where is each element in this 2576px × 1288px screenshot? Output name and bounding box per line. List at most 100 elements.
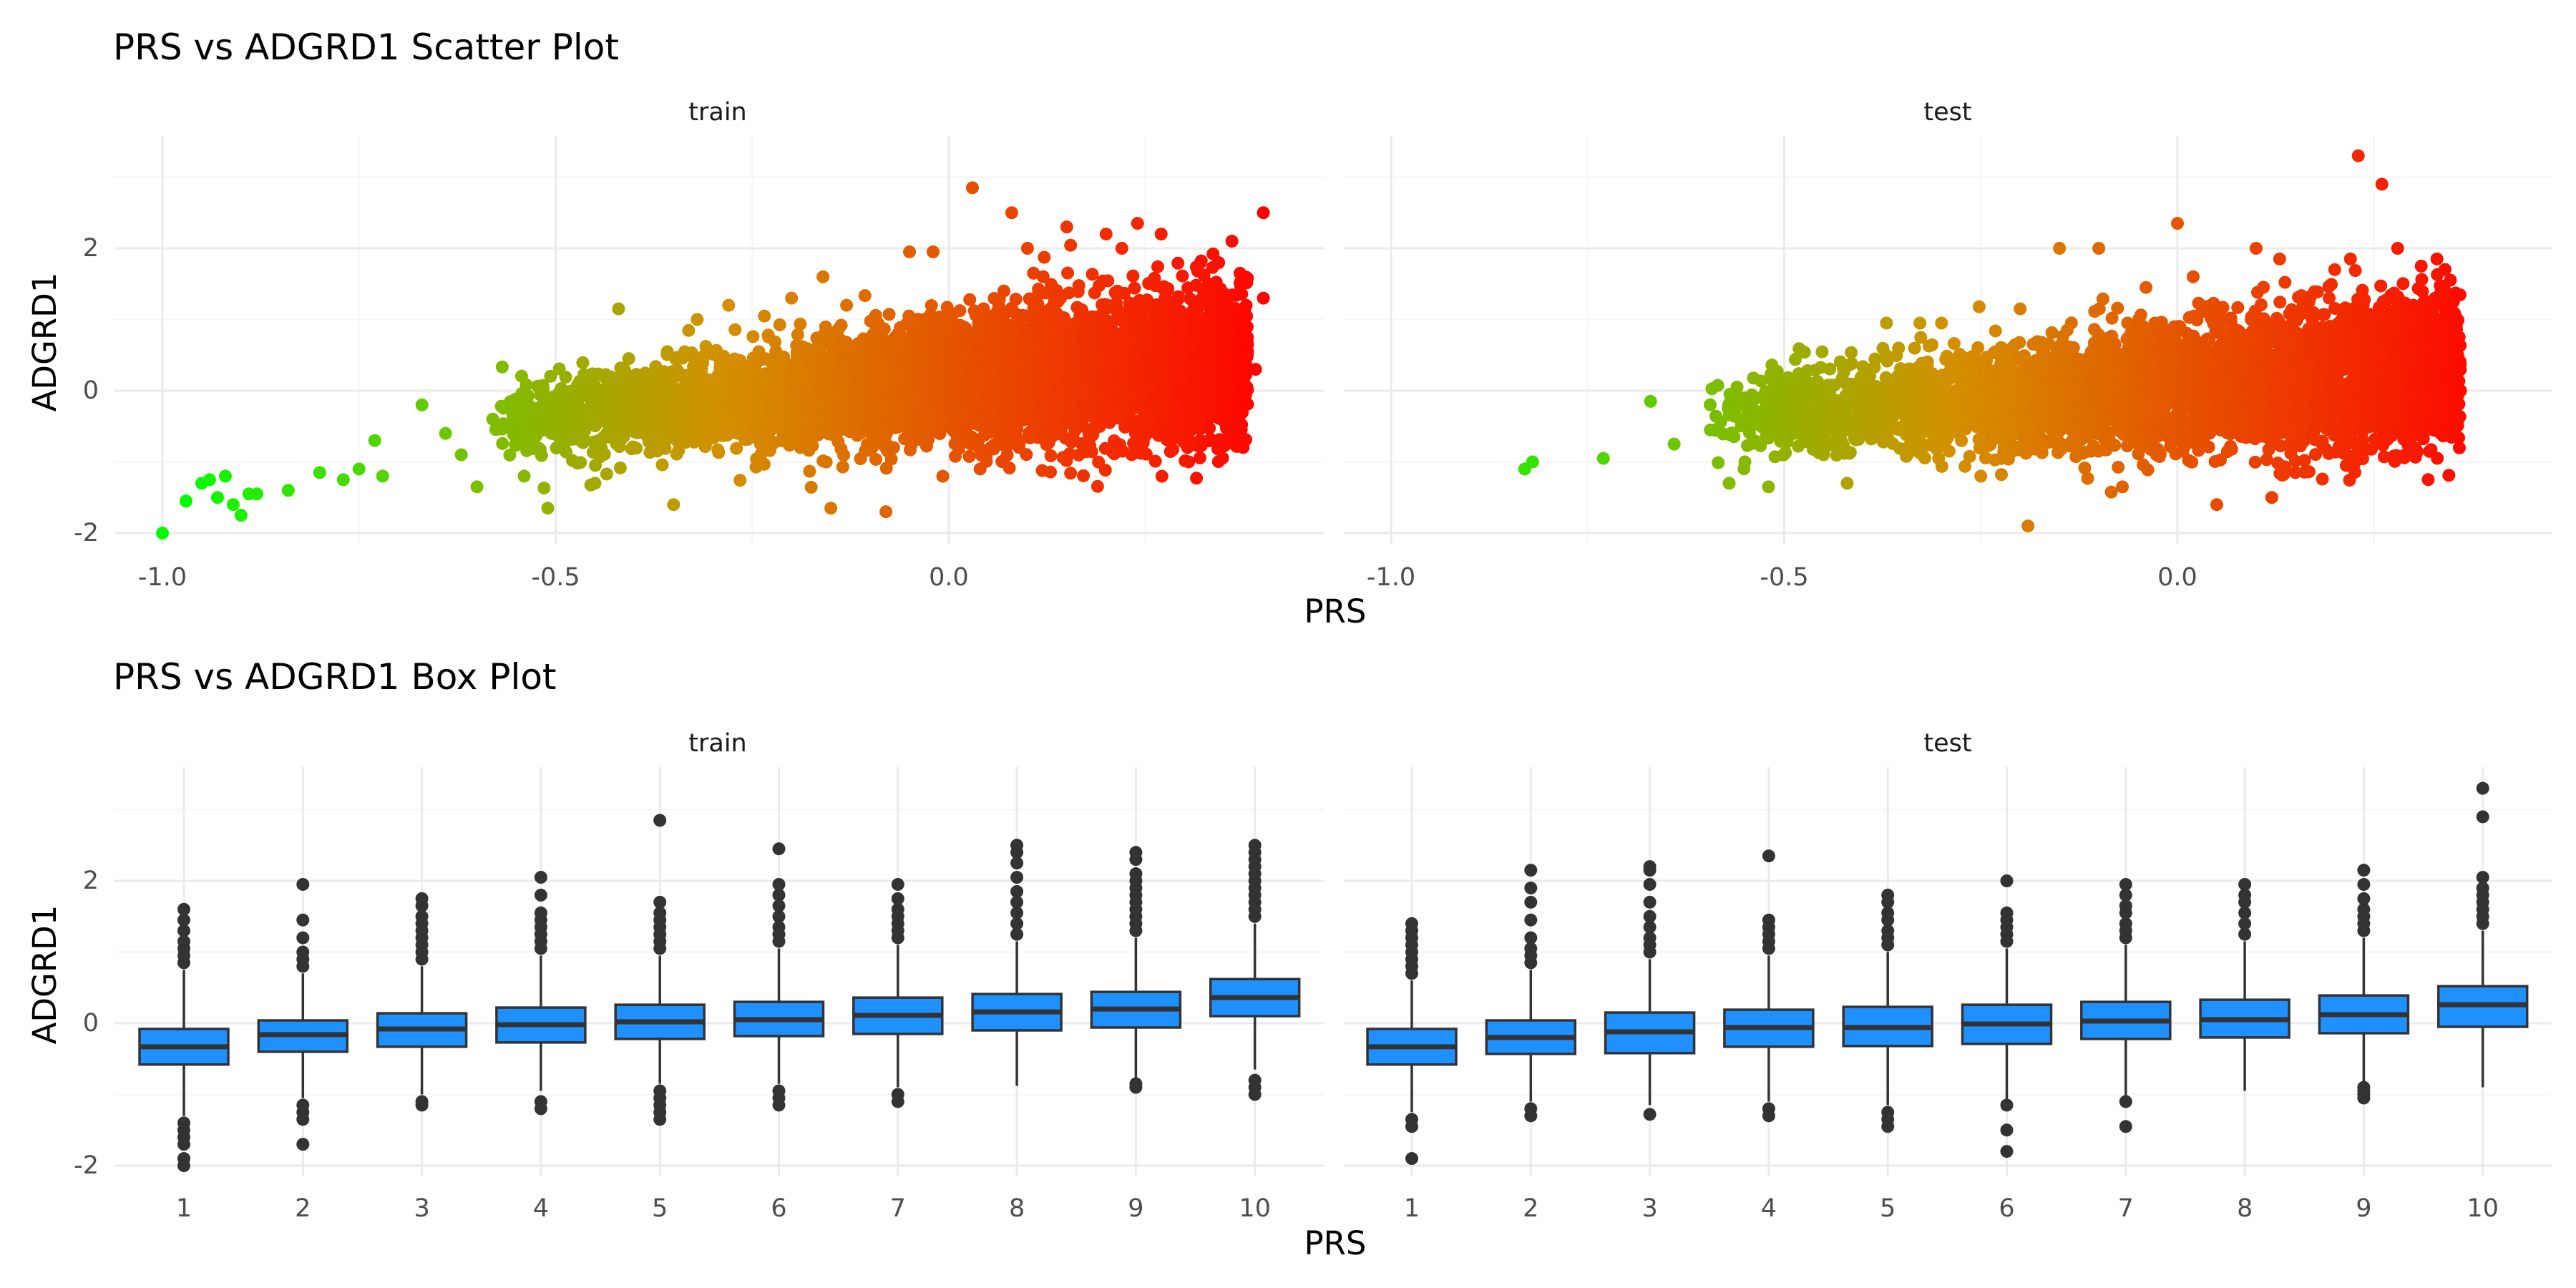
scatter-point (1200, 401, 1214, 414)
scatter-point (1181, 396, 1194, 409)
scatter-point (758, 309, 771, 323)
scatter-point (861, 444, 874, 457)
scatter-point (1070, 376, 1084, 390)
scatter-point (711, 443, 725, 457)
scatter-point (730, 441, 743, 455)
scatter-point (1043, 303, 1056, 316)
scatter-point (1031, 289, 1045, 303)
scatter-point (1067, 408, 1080, 421)
scatter-point (803, 464, 816, 478)
scatter-point (514, 408, 528, 421)
scatter-point (1096, 367, 1109, 381)
scatter-point (1217, 287, 1231, 301)
scatter-point (1062, 329, 1075, 343)
scatter-point (809, 393, 822, 406)
scatter-point (965, 366, 978, 379)
scatter-point (1193, 451, 1206, 464)
scatter-point (763, 404, 777, 418)
scatter-point (831, 435, 845, 449)
scatter-point (496, 436, 509, 450)
scatter-point (771, 351, 785, 364)
scatter-point (1161, 321, 1175, 335)
scatter-point (615, 432, 628, 446)
scatter-point (1229, 398, 1242, 411)
scatter-point (1128, 281, 1141, 295)
scatter-point (814, 349, 827, 363)
scatter-point (882, 308, 896, 321)
scatter-point (1234, 423, 1248, 436)
scatter-point (1224, 326, 1237, 340)
scatter-point (1184, 360, 1197, 374)
scatter-point (1121, 389, 1135, 403)
scatter-point (571, 414, 585, 428)
scatter-point (1176, 348, 1189, 362)
scatter-point (675, 351, 689, 365)
scatter-point (1103, 409, 1117, 423)
scatter-point (731, 426, 744, 440)
scatter-point (1060, 454, 1073, 467)
scatter-point (794, 317, 807, 331)
scatter-point (1001, 374, 1015, 387)
scatter-point (968, 416, 982, 430)
scatter-point (1163, 445, 1177, 459)
scatter-point (745, 386, 758, 399)
scatter-point (1105, 381, 1118, 395)
scatter-point (876, 359, 889, 373)
scatter-point (1000, 423, 1014, 436)
scatter-point (1204, 432, 1217, 446)
scatter-point (929, 392, 942, 406)
scatter-point (1136, 388, 1149, 401)
scatter-point (1176, 372, 1189, 386)
scatter-point (860, 424, 874, 437)
scatter-point (609, 406, 623, 419)
scatter-point (987, 442, 1000, 456)
scatter-point (1015, 309, 1029, 323)
scatter-point (1084, 311, 1098, 325)
scatter-point (1124, 371, 1138, 384)
scatter-point (1092, 279, 1106, 293)
scatter-point (887, 381, 901, 395)
scatter-point (1105, 347, 1118, 361)
scatter-point (929, 365, 942, 379)
scatter-point (656, 431, 670, 445)
scatter-point (527, 441, 540, 455)
scatter-point (1044, 449, 1058, 462)
scatter-point (584, 379, 597, 392)
scatter-point (854, 372, 867, 386)
scatter-point (576, 356, 590, 369)
scatter-point (789, 399, 803, 412)
scatter-point (791, 328, 804, 341)
scatter-point (597, 447, 611, 461)
scatter-point (1201, 380, 1215, 394)
scatter-point (1234, 286, 1247, 299)
scatter-point (1126, 269, 1140, 283)
scatter-point (587, 435, 600, 449)
scatter-point (733, 474, 747, 487)
scatter-point (862, 359, 876, 373)
scatter-point (1091, 479, 1104, 493)
scatter-facet-label-test: test (1923, 98, 1971, 127)
scatter-point (819, 385, 833, 399)
scatter-point (1077, 469, 1091, 482)
scatter-point (1038, 250, 1051, 264)
scatter-point (1033, 379, 1047, 393)
scatter-point (1107, 335, 1121, 348)
scatter-point (672, 444, 686, 457)
scatter-point (904, 438, 918, 452)
scatter-point (852, 394, 866, 407)
scatter-point (1007, 324, 1020, 338)
scatter-point (620, 382, 634, 396)
scatter-point (858, 289, 872, 303)
scatter-point (1212, 256, 1226, 270)
scatter-point (600, 467, 613, 481)
scatter-point (1151, 260, 1164, 273)
scatter-point (902, 385, 916, 399)
scatter-point (1155, 469, 1169, 483)
scatter-point (1116, 359, 1130, 373)
scatter-point (879, 462, 893, 475)
scatter-point (796, 340, 809, 353)
scatter-point (877, 402, 891, 416)
scatter-point (1064, 467, 1078, 480)
